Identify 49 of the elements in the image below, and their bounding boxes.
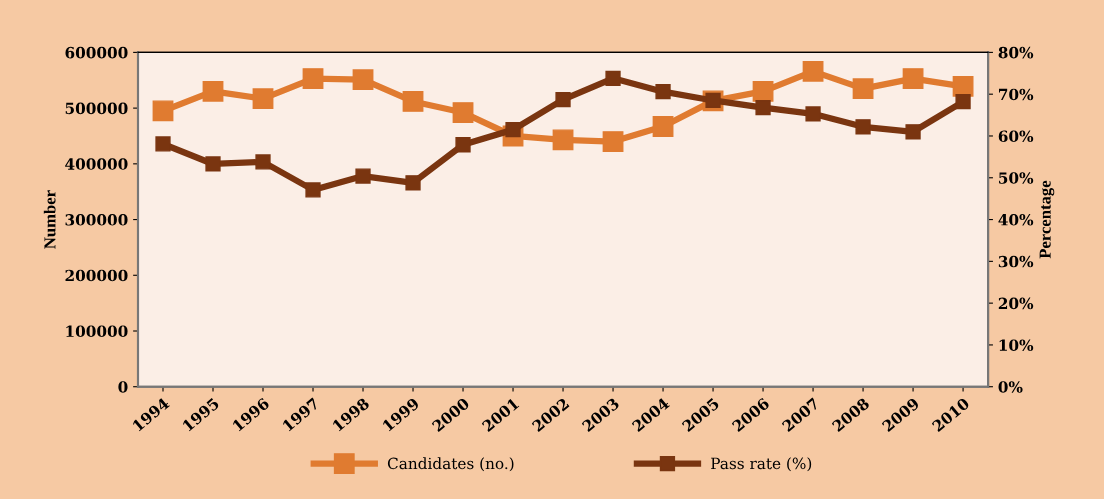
point (252, 88, 274, 110)
y2-tick-label: 60% (998, 130, 1034, 142)
point (452, 102, 474, 123)
point (755, 99, 771, 116)
point (805, 106, 821, 122)
point (352, 69, 374, 91)
y2-axis-title: Percentage (1039, 180, 1055, 259)
point (202, 80, 224, 102)
y-tick-label: 400000 (65, 158, 128, 170)
point (852, 78, 874, 100)
y2-tick-label: 50% (999, 172, 1034, 184)
y-tick-label: 500000 (65, 102, 128, 115)
point (155, 136, 171, 152)
point (655, 84, 671, 100)
y2-tick-label: 0% (998, 381, 1023, 393)
y2-tick-label: 30% (998, 255, 1034, 268)
point (555, 91, 571, 108)
point (402, 91, 424, 112)
point (552, 129, 574, 151)
point (405, 175, 421, 191)
point (955, 94, 971, 110)
y-tick-label: 300000 (65, 214, 128, 226)
point (905, 124, 921, 140)
point (855, 119, 871, 135)
y-tick-label: 600000 (65, 46, 128, 59)
point (305, 182, 321, 198)
point (802, 60, 824, 82)
legend-label: Pass rate (%) (711, 457, 812, 472)
point (902, 68, 924, 90)
point (752, 80, 774, 102)
y-tick-label: 200000 (65, 269, 128, 282)
y2-tick-label: 10% (999, 339, 1034, 351)
point (652, 116, 674, 137)
point (605, 70, 621, 86)
y-axis-title: Number (43, 190, 56, 249)
point (302, 68, 324, 90)
point (255, 154, 271, 170)
y2-tick-label: 20% (998, 297, 1034, 310)
point (455, 137, 471, 153)
legend-label: Candidates (no.) (387, 457, 514, 472)
y-tick-label: 100000 (66, 325, 128, 338)
y2-tick-label: 80% (998, 46, 1034, 59)
point (152, 100, 174, 122)
y2-tick-label: 40% (998, 214, 1034, 226)
point (355, 168, 371, 184)
y2-tick-label: 70% (999, 88, 1034, 101)
point (205, 156, 221, 172)
point (602, 131, 624, 152)
y-tick-label: 0 (118, 381, 128, 393)
